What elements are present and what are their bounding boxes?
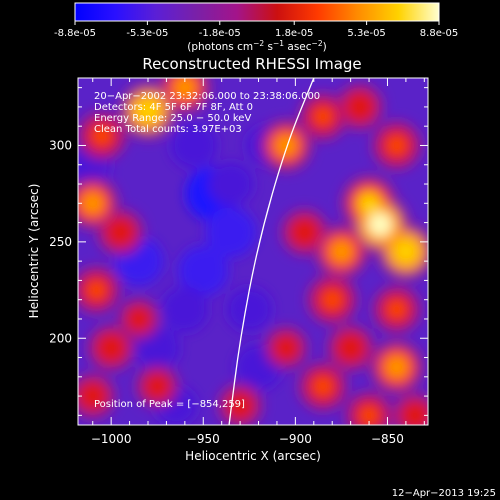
footer-timestamp: 12−Apr−2013 19:25 [392,488,496,499]
heatmap-hot-core [314,377,332,396]
colorbar: -8.8e-05 -5.3e-05 -1.8e-05 1.8e-05 5.3e-05 8.… [54,2,458,53]
heatmap-hot-core [360,406,378,424]
heatmap-hot-core [388,300,406,318]
annotation-line-3: Energy Range: 25.0 − 50.0 keV [94,113,251,124]
y-tick-label: 200 [49,331,72,345]
heatmap-cold-region [208,162,254,207]
solar-limb-curve [228,78,315,425]
heatmap-hot-core [323,290,342,309]
heatmap-hot-core [342,339,359,356]
heatmap-cold-region [170,122,218,169]
heatmap-cold-region [226,287,273,332]
colorbar-tick-label: -5.3e-05 [126,28,168,39]
heatmap-cold-region [178,245,229,296]
colorbar-ticks: -8.8e-05 -5.3e-05 -1.8e-05 1.8e-05 5.3e-05 8.… [54,21,458,39]
colorbar-strip [74,2,440,22]
heatmap-hot-core [368,212,393,237]
y-tick-label: 300 [49,138,72,152]
colorbar-tick-label: -1.8e-05 [199,28,241,39]
annotation-line-4: Clean Total counts: 3.97E+03 [94,124,242,135]
x-tick-label: −900 [279,432,312,446]
heatmap-hot-core [394,240,418,263]
axis-tick-labels: −1000 −950 −900 −850 200 250 300 [49,138,404,446]
heatmap-hot-core [296,224,313,241]
colorbar-tick-label: -8.8e-05 [54,28,96,39]
heatmap-hot-region [78,380,109,412]
x-tick-label: −1000 [91,432,132,446]
heatmap-cold-region [161,286,209,333]
heatmap-hot-region [399,399,428,425]
heatmap-hot-core [276,135,296,156]
y-tick-label: 250 [49,235,72,249]
colorbar-tick-label: 1.8e-05 [275,28,313,39]
heatmap-blobs [78,78,428,425]
heatmap-hot-core [351,98,368,115]
heatmap-hot-core [314,108,332,125]
annotation-block: 20−Apr−2002 23:32:06.000 to 23:38:06.000… [94,91,320,135]
colorbar-unit-label: (photons cm−2 s−1 asec−2) [187,39,326,53]
heatmap-hot-core [175,78,195,98]
colorbar-tick-label: 5.3e-05 [347,28,385,39]
heatmap-hot-region [143,372,172,401]
heatmap [78,78,428,425]
heatmap-hot-core [93,127,111,145]
x-tick-label: −950 [187,432,220,446]
heatmap-hot-core [386,357,407,378]
heatmap-hot-core [88,281,105,299]
colorbar-tick-label: 8.8e-05 [420,28,458,39]
plot-frame [77,77,429,426]
heatmap-hot-core [358,192,380,215]
heatmap-hot-region [125,305,153,333]
x-tick-label: −850 [371,432,404,446]
heatmap-hot-core [387,136,406,155]
heatmap-hot-core [103,339,120,356]
y-axis-label: Heliocentric Y (arcsec) [27,184,41,319]
heatmap-hot-core [136,99,160,122]
heatmap-hot-core [331,241,352,262]
heatmap-hot-core [83,193,103,213]
annotation-line-2: Detectors: 4F 5F 6F 7F 8F, Att 0 [94,102,253,113]
x-axis-label: Heliocentric X (arcsec) [185,449,321,463]
chart-title: Reconstructed RHESSI Image [142,55,361,73]
peak-position-label: Position of Peak = [−854,259] [94,399,245,410]
heatmap-cold-region [205,207,257,258]
axis-ticks [78,78,428,425]
heatmap-hot-core [112,224,129,241]
heatmap-hot-region [271,333,301,363]
annotation-line-1: 20−Apr−2002 23:32:06.000 to 23:38:06.000 [94,91,320,102]
